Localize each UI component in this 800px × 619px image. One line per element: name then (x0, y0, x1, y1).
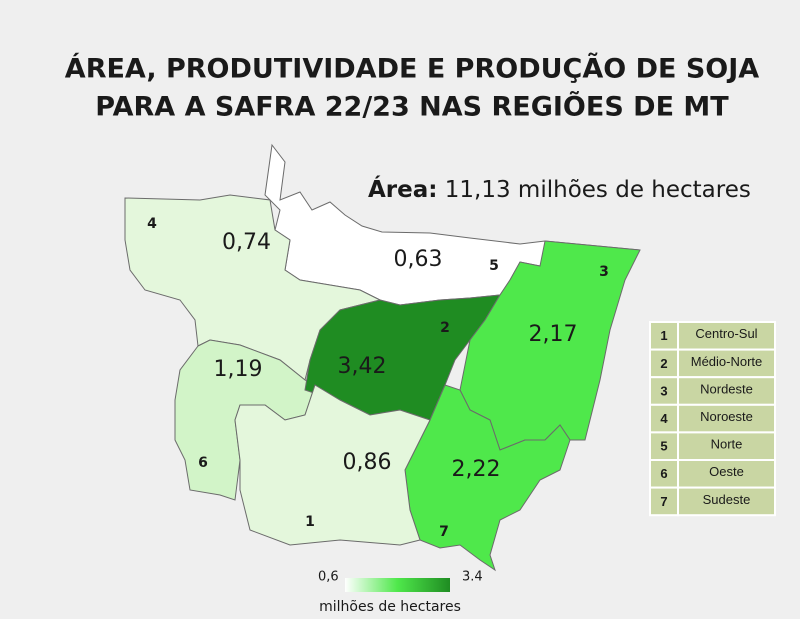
region-value: 0,74 (222, 230, 271, 255)
legend-number: 3 (660, 383, 667, 398)
subtitle-value: 11,13 milhões de hectares (445, 177, 751, 203)
region-sudeste (404, 384, 571, 572)
legend-number: 4 (660, 411, 668, 426)
region-number: 7 (439, 524, 449, 540)
region-number: 5 (489, 258, 499, 274)
legend-name-cell (677, 431, 776, 461)
legend-number: 6 (660, 466, 667, 481)
legend-table: 1 Centro-Sul 2 Médio-Norte 3 Nordeste 4 Noroest… (649, 321, 776, 517)
region-number: 4 (147, 216, 157, 232)
legend-name-cell (677, 348, 776, 379)
legend-number: 1 (660, 328, 667, 343)
subtitle-label: Área: (368, 175, 437, 203)
region-number: 6 (198, 455, 208, 471)
title: ÁREA, PRODUTIVIDADE E PRODUÇÃO DE SOJA (65, 53, 759, 85)
legend-name-cell (677, 459, 776, 489)
region-number: 3 (599, 264, 609, 280)
scale-unit: milhões de hectares (319, 599, 461, 615)
region-value: 2,17 (529, 322, 578, 347)
legend-name: Centro-Sul (695, 326, 757, 341)
legend-name-cell (677, 486, 776, 517)
legend-name: Médio-Norte (691, 354, 763, 369)
legend-name-cell (677, 321, 776, 351)
subtitle: Área: 11,13 milhões de hectares (368, 175, 751, 203)
title: PARA A SAFRA 22/23 NAS REGIÕES DE MT (95, 91, 729, 123)
region-number: 2 (440, 320, 450, 336)
legend-name: Nordeste (700, 381, 753, 396)
legend-name-cell (677, 376, 776, 406)
map (124, 143, 641, 572)
legend-number-cell (649, 348, 679, 379)
color-scale (345, 578, 450, 592)
legend-name: Norte (711, 437, 743, 452)
legend-name: Oeste (709, 464, 744, 479)
region-centro-sul (234, 384, 431, 546)
region-value: 0,86 (343, 450, 392, 475)
legend-number-cell (649, 459, 679, 489)
scale-min: 0,6 (318, 570, 339, 585)
legend-name: Sudeste (703, 492, 751, 507)
legend-number: 7 (660, 494, 667, 509)
region-value: 3,42 (338, 354, 387, 379)
legend-number: 2 (660, 356, 667, 371)
region-value: 1,19 (214, 357, 263, 382)
region-value: 2,22 (452, 457, 501, 482)
region-number: 1 (305, 514, 315, 530)
legend-name-cell (677, 403, 776, 434)
region-value: 0,63 (394, 247, 443, 272)
scale-max: 3.4 (462, 570, 483, 585)
legend-number-cell (649, 486, 679, 517)
legend-number: 5 (660, 439, 667, 454)
legend-name: Noroeste (700, 409, 753, 424)
